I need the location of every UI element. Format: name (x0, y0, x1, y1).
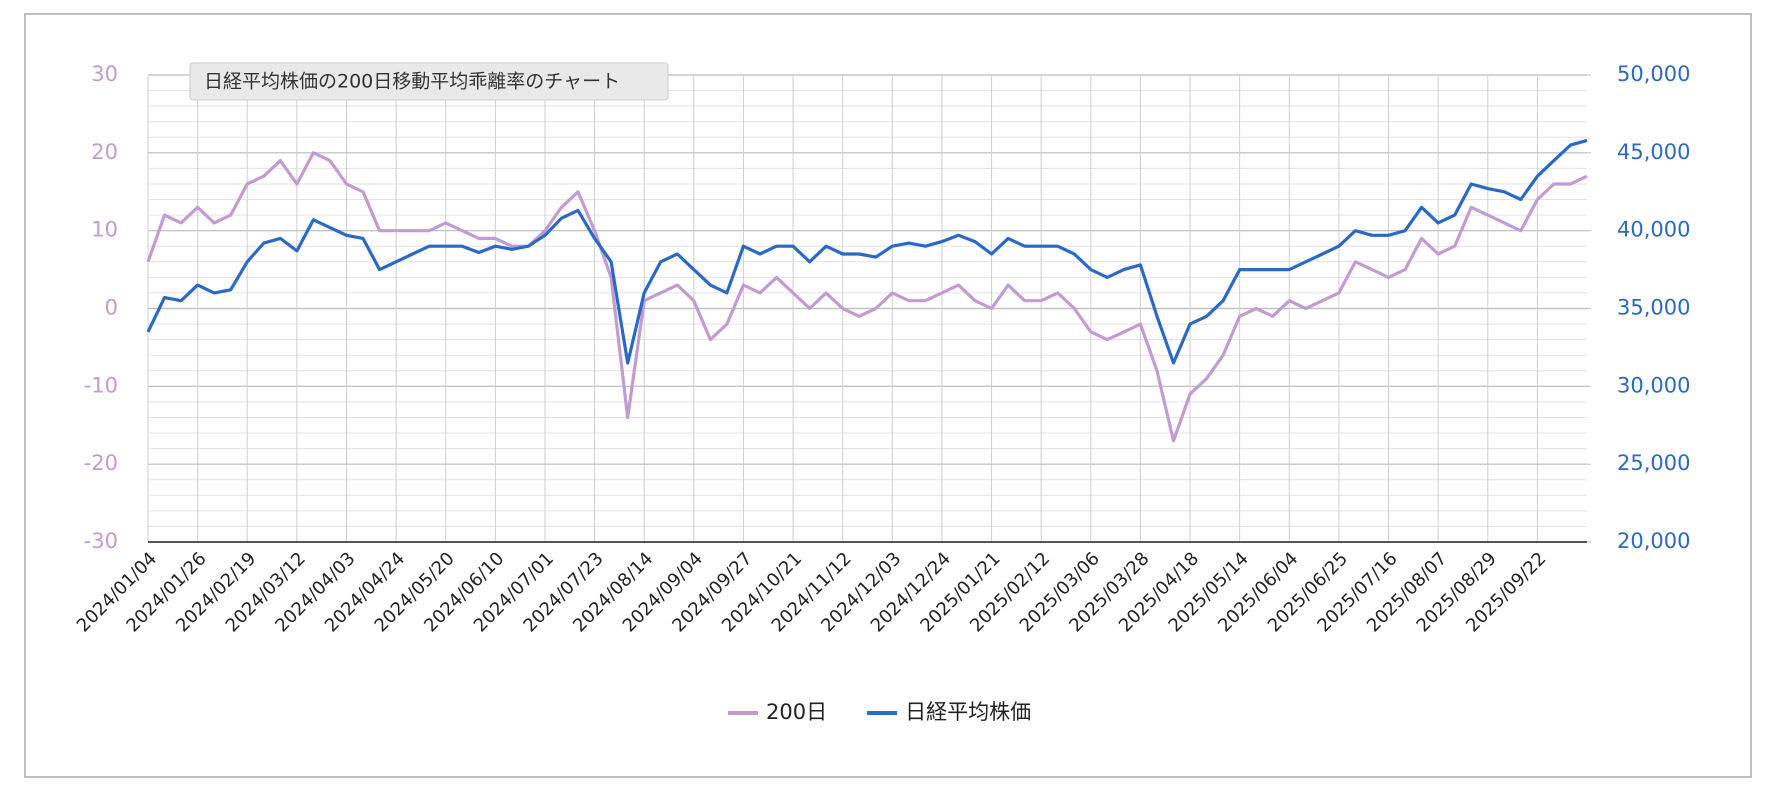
marks (146, 138, 1588, 443)
y-tick-label: -10 (84, 373, 118, 397)
y2-tick-label: 50,000 (1617, 62, 1690, 86)
y-tick-label: 0 (105, 296, 118, 320)
chart-frame (24, 13, 1752, 778)
chart-title: 日経平均株価の200日移動平均乖離率のチャート (204, 71, 620, 93)
legend-label: 日経平均株価 (905, 700, 1031, 724)
series-line (146, 151, 1588, 443)
y2-tick-label: 30,000 (1617, 373, 1690, 397)
y-tick-label: 10 (91, 218, 118, 242)
y2-tick-label: 45,000 (1617, 140, 1690, 164)
y-tick-label: 30 (91, 62, 118, 86)
title-box (189, 62, 669, 101)
series-line (146, 138, 1588, 365)
y2-tick-label: 25,000 (1617, 451, 1690, 475)
y-tick-label: -20 (84, 451, 118, 475)
y-tick-label: 20 (91, 140, 118, 164)
legend-label: 200日 (766, 700, 827, 724)
y2-tick-label: 35,000 (1617, 296, 1690, 320)
y-tick-label: -30 (84, 529, 118, 553)
y2-tick-label: 40,000 (1617, 218, 1690, 242)
y2-tick-label: 20,000 (1617, 529, 1690, 553)
